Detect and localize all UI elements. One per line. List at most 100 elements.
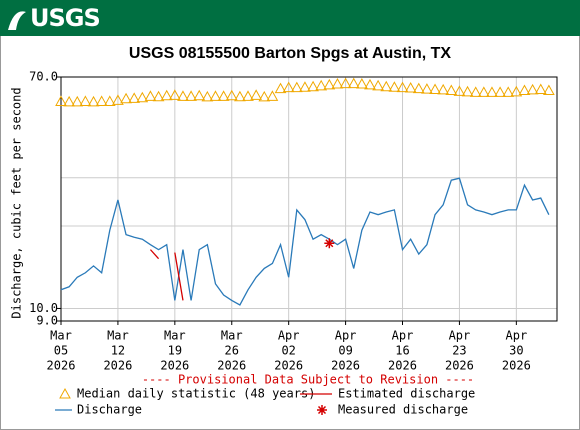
median-marker <box>185 90 197 101</box>
median-marker <box>250 89 262 100</box>
median-marker <box>445 84 458 95</box>
median-marker <box>486 86 498 97</box>
legend-label: Discharge <box>77 403 142 417</box>
legend-symbol <box>317 405 327 415</box>
x-tick-label: 05 <box>54 344 68 358</box>
median-marker <box>307 80 319 92</box>
y-axis-label: Discharge, cubic feet per second <box>10 87 24 318</box>
median-marker <box>380 80 393 92</box>
median-marker <box>364 78 376 90</box>
median-marker <box>112 94 124 105</box>
median-marker <box>396 81 409 93</box>
median-marker <box>526 83 539 95</box>
median-marker <box>502 86 515 97</box>
median-marker <box>177 90 189 101</box>
median-marker <box>461 85 474 97</box>
x-tick-label: 2026 <box>274 359 303 373</box>
legend-label: Estimated discharge <box>338 387 475 401</box>
median-marker <box>299 81 311 92</box>
median-marker <box>136 91 149 103</box>
x-tick-label: Apr <box>392 329 414 343</box>
median-marker <box>429 83 441 95</box>
median-marker <box>152 90 165 102</box>
x-tick-label: 19 <box>168 344 182 358</box>
median-marker <box>242 90 254 101</box>
x-tick-label: 2026 <box>331 359 360 373</box>
median-marker <box>404 82 417 93</box>
median-marker <box>120 92 132 104</box>
legend-symbol <box>59 387 71 399</box>
x-tick-label: 23 <box>452 344 466 358</box>
median-marker <box>339 77 352 89</box>
median-marker <box>290 81 303 93</box>
x-tick-label: 2026 <box>217 359 246 373</box>
y-tick-label: 9.0 <box>36 314 58 328</box>
series-line <box>174 252 184 301</box>
series-line <box>149 249 160 260</box>
median-marker <box>534 83 547 95</box>
x-tick-label: 2026 <box>160 359 189 373</box>
median-marker <box>128 92 141 103</box>
y-tick-label: 70.0 <box>29 70 58 84</box>
legend-label: Measured discharge <box>338 403 468 417</box>
median-marker <box>510 85 523 97</box>
x-tick-label: Mar <box>107 329 129 343</box>
median-marker <box>356 77 368 89</box>
x-tick-label: Apr <box>335 329 357 343</box>
median-marker <box>266 90 279 101</box>
median-marker <box>469 86 482 97</box>
median-marker <box>437 83 450 95</box>
measured-marker <box>324 238 335 249</box>
x-tick-label: 16 <box>395 344 409 358</box>
median-marker <box>258 90 271 102</box>
median-marker <box>225 89 238 101</box>
y-tick-label: 10.0 <box>29 301 58 315</box>
series-line <box>60 177 550 306</box>
legend-label: Median daily statistic (48 years) <box>77 387 315 401</box>
median-marker <box>87 95 100 107</box>
x-tick-label: Apr <box>449 329 471 343</box>
x-tick-label: Apr <box>506 329 528 343</box>
median-marker <box>282 81 295 93</box>
x-tick-label: Mar <box>221 329 243 343</box>
median-marker <box>103 95 116 106</box>
logo: USGS <box>30 4 100 32</box>
median-marker <box>331 77 344 89</box>
median-marker <box>477 86 490 97</box>
median-marker <box>193 89 206 101</box>
median-marker <box>209 90 222 101</box>
median-marker <box>168 89 181 100</box>
plot-border <box>60 76 558 322</box>
median-marker <box>323 78 336 90</box>
median-marker <box>274 82 287 94</box>
x-tick-label: 12 <box>111 344 125 358</box>
median-marker <box>217 90 230 101</box>
median-marker <box>95 95 108 106</box>
x-tick-label: 2026 <box>388 359 417 373</box>
x-tick-label: 2026 <box>502 359 531 373</box>
median-marker <box>234 90 246 102</box>
x-tick-label: 09 <box>338 344 352 358</box>
x-tick-label: Apr <box>278 329 300 343</box>
median-marker <box>144 90 157 101</box>
plot-area <box>61 77 557 321</box>
median-marker <box>543 84 555 95</box>
median-marker <box>421 83 433 94</box>
median-marker <box>160 89 173 101</box>
header-bar <box>0 0 580 36</box>
median-marker <box>79 95 92 106</box>
median-marker <box>372 79 384 91</box>
median-marker <box>347 77 360 89</box>
x-tick-label: 30 <box>509 344 523 358</box>
x-tick-label: 26 <box>225 344 239 358</box>
median-marker <box>71 95 84 107</box>
chart-title: USGS 08155500 Barton Spgs at Austin, TX <box>129 45 452 62</box>
x-tick-label: 2026 <box>103 359 132 373</box>
logo-wave <box>8 11 26 30</box>
x-tick-label: 02 <box>281 344 295 358</box>
median-marker <box>494 86 506 97</box>
provisional-notice: ---- Provisional Data Subject to Revisio… <box>142 373 474 387</box>
median-marker <box>55 95 67 106</box>
